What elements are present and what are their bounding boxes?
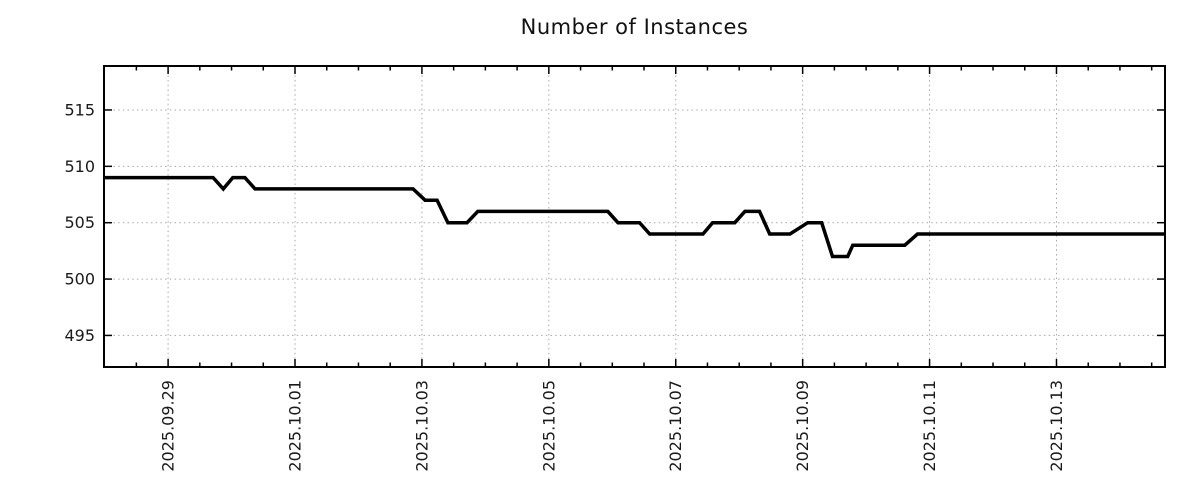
x-tick-label: 2025.10.05 bbox=[539, 380, 558, 472]
plot-border bbox=[103, 65, 1166, 368]
y-tick-label: 515 bbox=[64, 100, 95, 119]
x-tick-label: 2025.10.11 bbox=[920, 380, 939, 472]
chart-title: Number of Instances bbox=[520, 15, 749, 39]
x-tick-label: 2025.10.07 bbox=[666, 380, 685, 472]
x-tick-label: 2025.10.01 bbox=[286, 380, 305, 472]
y-tick-label: 510 bbox=[64, 157, 95, 176]
y-tick-label: 505 bbox=[64, 213, 95, 232]
x-tick-label: 2025.10.13 bbox=[1047, 380, 1066, 472]
data-line bbox=[104, 175, 1165, 259]
y-tick-label: 500 bbox=[64, 270, 95, 289]
y-tick-label: 495 bbox=[64, 326, 95, 345]
x-tick-label: 2025.09.29 bbox=[159, 380, 178, 472]
x-tick-label: 2025.10.09 bbox=[793, 380, 812, 472]
x-tick-label: 2025.10.03 bbox=[412, 380, 431, 472]
